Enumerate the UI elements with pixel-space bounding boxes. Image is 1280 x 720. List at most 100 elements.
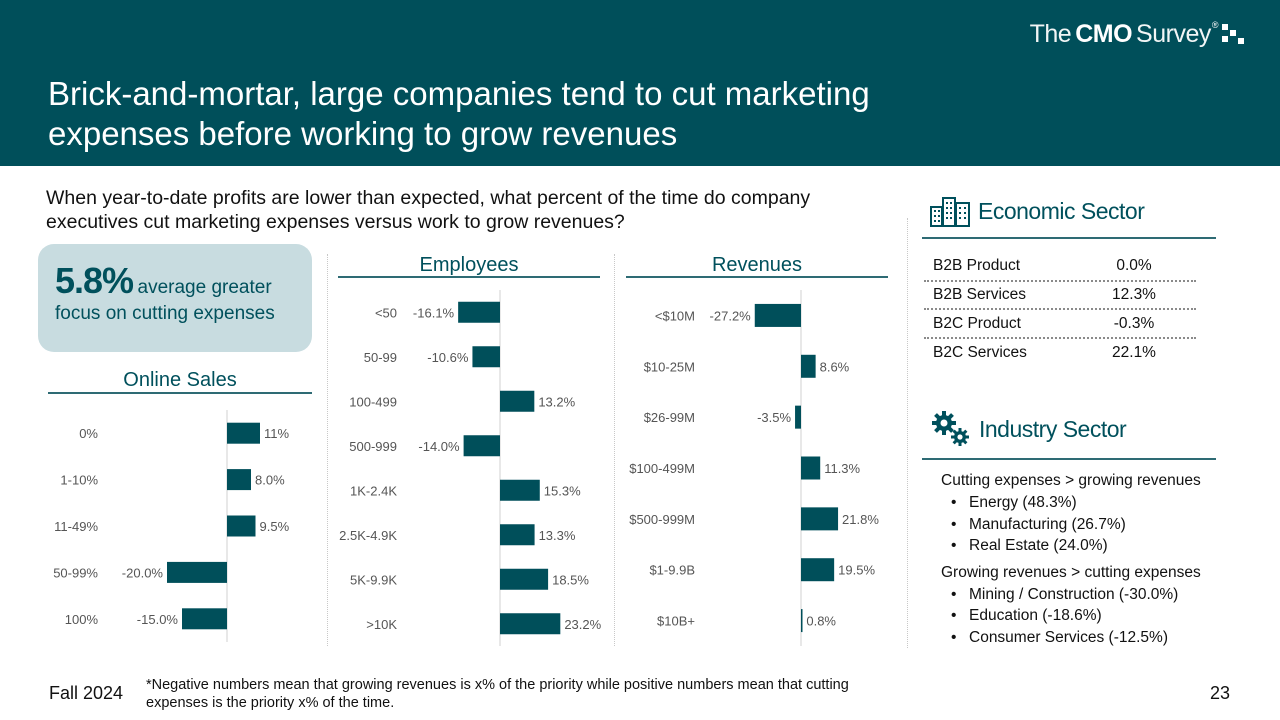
data-label: 8.6% (820, 359, 850, 374)
bar (801, 354, 816, 378)
category-label: 1K-2.4K (350, 483, 397, 498)
category-label: $10-25M (644, 359, 695, 374)
category-label: 1-10% (60, 473, 98, 488)
survey-question: When year-to-date profits are lower than… (46, 187, 811, 233)
sector-value: 12.3% (1112, 286, 1156, 304)
data-label: 19.5% (838, 563, 875, 578)
employees-title: Employees (419, 254, 519, 276)
bar (500, 568, 549, 590)
bar (801, 609, 803, 633)
industry-item: Mining / Construction (-30.0%) (941, 584, 1241, 606)
industry-group: Cutting expenses > growing revenues Energ… (941, 470, 1241, 557)
category-label: <$10M (655, 308, 695, 323)
bar-chart-svg: 0% 11% 1-10% 8.0% 11-49% 9.5% 50-99% -20.0% 100%… (53, 410, 290, 642)
sector-value: -0.3% (1113, 314, 1155, 332)
category-label: 0% (79, 426, 98, 441)
category-label: 100% (65, 612, 99, 627)
bar (795, 405, 801, 429)
sector-label: B2B Product (933, 257, 1021, 275)
category-label: 50-99 (364, 350, 397, 365)
data-label: 8.0% (255, 473, 285, 488)
revenues-chart: <$10M -27.2% $10-25M 8.6% $26-99M -3.5% $100-4… (616, 290, 906, 646)
data-label: 13.3% (539, 528, 576, 543)
sector-label: B2C Services (933, 344, 1027, 362)
callout-value: 5.8% (55, 260, 134, 301)
sector-label: B2C Product (933, 314, 1021, 332)
category-label: 500-999 (349, 439, 397, 454)
bar (463, 435, 500, 457)
bar (500, 613, 561, 635)
category-label: $1-9.9B (649, 563, 695, 578)
bar (182, 608, 227, 630)
sector-label: B2B Services (933, 286, 1027, 304)
bar (801, 456, 821, 480)
industry-group-title: Cutting expenses > growing revenues (941, 472, 1201, 489)
category-label: $500-999M (629, 512, 695, 527)
employees-rule (338, 276, 600, 278)
data-label: 23.2% (564, 617, 601, 632)
economic-sector-row: B2B Services 12.3% (924, 282, 1196, 311)
divider (614, 254, 615, 646)
category-label: 5K-9.9K (350, 572, 397, 587)
data-label: -20.0% (122, 565, 164, 580)
bar-chart-svg: <50 -16.1% 50-99 -10.6% 100-499 13.2% 500-999 -… (339, 290, 602, 646)
data-label: -15.0% (137, 612, 179, 627)
bar (754, 303, 801, 327)
bar (500, 390, 535, 412)
industry-group-title: Growing revenues > cutting expenses (941, 563, 1201, 581)
bar (227, 469, 251, 491)
economic-sector-table: B2B Product 0.0% B2B Services 12.3% B2C Prod… (924, 253, 1196, 368)
revenues-title: Revenues (711, 254, 803, 276)
category-label: 100-499 (349, 394, 397, 409)
industry-item: Energy (48.3%) (941, 492, 1241, 514)
bar (227, 515, 256, 537)
economic-sector-title: Economic Sector (978, 197, 1145, 224)
category-label: <50 (375, 305, 397, 320)
bar (167, 561, 227, 583)
gears-icon (932, 411, 969, 446)
footnote: *Negative numbers mean that growing reve… (146, 677, 849, 711)
data-label: -16.1% (413, 305, 455, 320)
bar (500, 524, 535, 546)
industry-sector-rule (922, 458, 1216, 460)
category-label: 50-99% (53, 565, 98, 580)
data-label: 15.3% (544, 483, 581, 498)
industry-sector-heading: Industry Sector (931, 410, 1127, 448)
page-number: 23 (1209, 683, 1230, 703)
buildings-icon (930, 197, 970, 227)
cmo-survey-logo: The CMO Survey ® (1030, 20, 1246, 49)
industry-sector-title: Industry Sector (979, 415, 1127, 442)
category-label: >10K (366, 617, 397, 632)
economic-sector-heading: Economic Sector (929, 195, 1145, 227)
bar (472, 346, 500, 368)
logo-squares-icon (1222, 20, 1246, 46)
economic-sector-row: B2B Product 0.0% (924, 253, 1196, 282)
page-title: Brick-and-mortar, large companies tend t… (48, 75, 870, 152)
callout-text: average greater (137, 277, 272, 298)
average-callout: 5.8% average greater focus on cutting ex… (38, 244, 312, 352)
category-label: $100-499M (629, 461, 695, 476)
economic-sector-row: B2C Services 22.1% (924, 339, 1196, 368)
sector-value: 22.1% (1112, 344, 1156, 362)
data-label: 11% (264, 426, 289, 441)
revenues-rule (626, 276, 888, 278)
online-sales-title: Online Sales (123, 369, 237, 391)
data-label: -10.6% (427, 350, 469, 365)
data-label: 11.3% (824, 461, 860, 476)
bar (227, 422, 260, 444)
data-label: 18.5% (552, 572, 589, 587)
bar (801, 507, 839, 531)
bar-chart-svg: <$10M -27.2% $10-25M 8.6% $26-99M -3.5% $100-4… (629, 290, 879, 646)
bar (458, 301, 500, 323)
data-label: 21.8% (842, 512, 879, 527)
bar (801, 558, 835, 582)
economic-sector-row: B2C Product -0.3% (924, 310, 1196, 340)
online-sales-rule (48, 392, 312, 394)
data-label: -3.5% (757, 410, 791, 425)
data-label: 13.2% (538, 394, 575, 409)
footer-season: Fall 2024 (49, 683, 124, 703)
header-banner: Brick-and-mortar, large companies tend t… (0, 0, 1280, 166)
industry-group: Growing revenues > cutting expenses Minin… (941, 562, 1241, 649)
data-label: 0.8% (806, 614, 836, 629)
category-label: 11-49% (54, 519, 98, 534)
